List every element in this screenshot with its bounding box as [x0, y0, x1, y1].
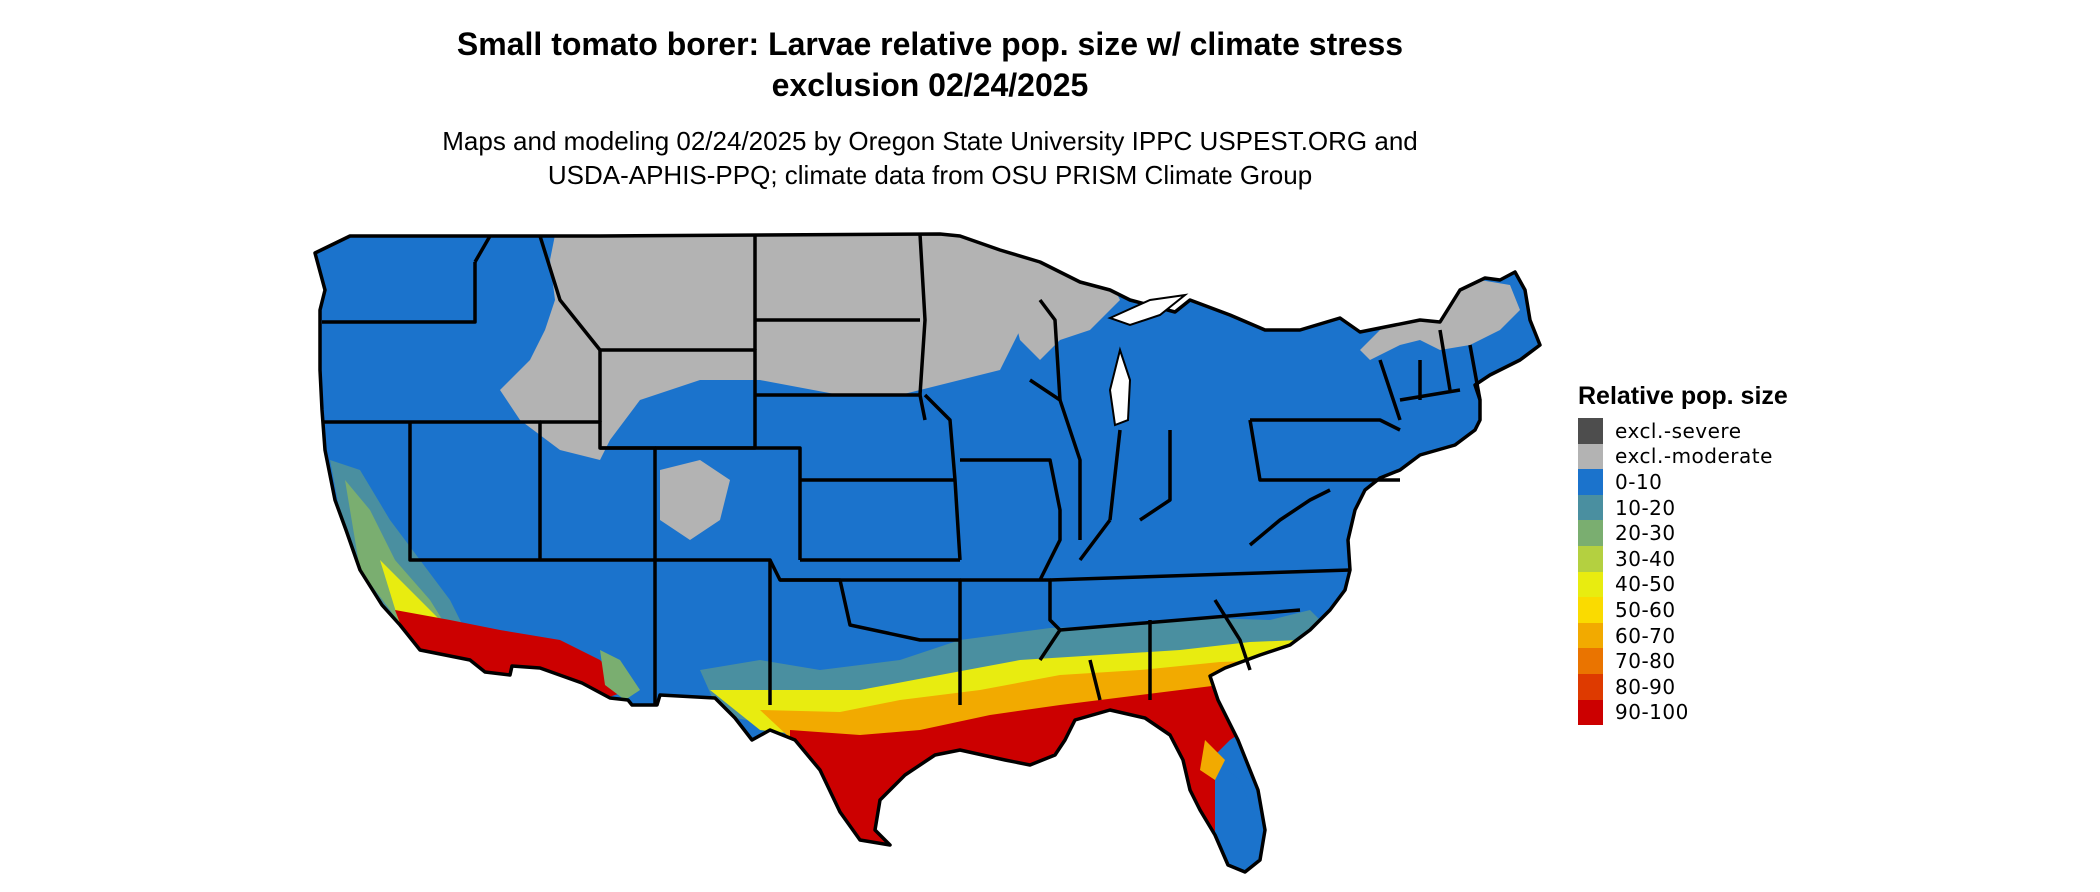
legend-label: 30-40 [1615, 546, 1676, 571]
legend-swatch [1578, 494, 1603, 521]
legend-label: 40-50 [1615, 572, 1676, 597]
legend-swatch [1578, 622, 1603, 649]
legend-item: 70-80 [1578, 648, 1958, 674]
map-title: Small tomato borer: Larvae relative pop.… [420, 24, 1440, 106]
subtitle-line-1: Maps and modeling 02/24/2025 by Oregon S… [442, 126, 1418, 156]
legend-label: 0-10 [1615, 469, 1663, 494]
legend-item: 20-30 [1578, 520, 1958, 546]
legend-label: 60-70 [1615, 623, 1676, 648]
legend-items: excl.-severe excl.-moderate 0-10 10-20 2… [1578, 418, 1958, 726]
legend-item: excl.-moderate [1578, 443, 1958, 470]
legend-item: excl.-severe [1578, 418, 1958, 444]
legend-item: 60-70 [1578, 622, 1958, 649]
legend-swatch [1578, 520, 1603, 546]
legend-label: 70-80 [1615, 649, 1676, 674]
legend-item: 10-20 [1578, 494, 1958, 521]
legend-item: 90-100 [1578, 699, 1958, 726]
legend-swatch [1578, 545, 1603, 572]
legend-item: 80-90 [1578, 673, 1958, 700]
legend-item: 0-10 [1578, 469, 1958, 495]
legend-swatch [1578, 418, 1603, 444]
legend-label: excl.-moderate [1615, 444, 1773, 469]
subtitle-line-2: USDA-APHIS-PPQ; climate data from OSU PR… [547, 160, 1313, 190]
legend-item: 50-60 [1578, 597, 1958, 623]
legend-title: Relative pop. size [1578, 382, 1788, 410]
legend-swatch [1578, 443, 1603, 470]
legend-label: 50-60 [1615, 597, 1676, 622]
legend-swatch [1578, 597, 1603, 623]
state-borders [313, 232, 1542, 874]
legend-label: 10-20 [1615, 495, 1676, 520]
great-lakes [1107, 293, 1189, 427]
legend-swatch [1578, 699, 1603, 726]
legend-item: 40-50 [1578, 571, 1958, 598]
legend-label: 80-90 [1615, 674, 1676, 699]
legend-swatch [1578, 571, 1603, 598]
title-line-2: exclusion 02/24/2025 [771, 67, 1089, 103]
legend-item: 30-40 [1578, 545, 1958, 572]
map-subtitle: Maps and modeling 02/24/2025 by Oregon S… [400, 124, 1460, 192]
legend-label: 90-100 [1615, 700, 1689, 725]
map-legend: Relative pop. size excl.-severe excl.-mo… [1578, 380, 1958, 726]
title-line-1: Small tomato borer: Larvae relative pop.… [456, 26, 1404, 62]
legend-swatch [1578, 469, 1603, 495]
legend-swatch [1578, 648, 1603, 674]
legend-swatch [1578, 673, 1603, 700]
legend-label: excl.-severe [1615, 418, 1742, 443]
legend-label: 20-30 [1615, 521, 1676, 546]
